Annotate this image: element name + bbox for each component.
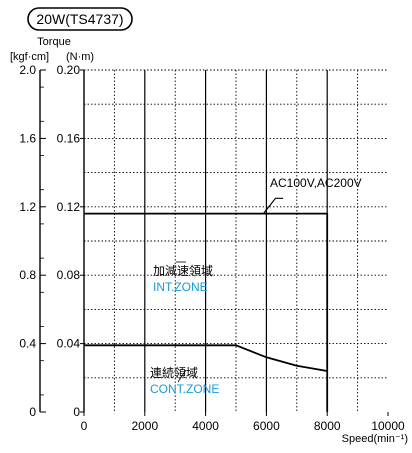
y-tick-label-nm: 0.08 [57, 268, 81, 282]
x-tick-label: 0 [81, 419, 88, 433]
supply-voltage-label: AC100V,AC200V [270, 176, 362, 190]
x-tick-label: 4000 [192, 419, 219, 433]
supply-leader-line [262, 197, 284, 214]
axis-layer: 0 0.04 0.08 0.12 0.16 0.20 0 0.4 0.8 1.2 1.6 2.0 0 20… [19, 63, 405, 433]
y-axis-units-left: [kgf·cm] [10, 51, 49, 63]
y-tick-label-kgfcm: 2.0 [19, 63, 36, 77]
y-tick-label-kgfcm: 0.8 [19, 268, 36, 282]
y-tick-label-kgfcm: 0 [29, 405, 36, 419]
cont-zone-label-jp: 連続領域 [150, 365, 198, 380]
y-tick-label-kgfcm: 0.4 [19, 337, 36, 351]
x-axis-title: Speed(min⁻¹) [342, 433, 408, 445]
series-layer [84, 197, 329, 412]
cont-zone-curve [84, 344, 328, 372]
y-tick-label-kgfcm: 1.6 [19, 131, 36, 145]
y-tick-label-kgfcm: 1.2 [19, 200, 36, 214]
int-zone-curve [84, 212, 329, 412]
grid-layer [84, 69, 388, 412]
y-axis-title: Torque [37, 36, 71, 48]
title-badge [27, 7, 133, 31]
int-zone-label-jp: 加減速領域 [153, 263, 213, 278]
x-tick-label: 2000 [131, 419, 158, 433]
y-tick-label-nm: 0.20 [57, 63, 81, 77]
cont-zone-label-en: CONT.ZONE [150, 382, 219, 396]
cont-zone-leader [177, 369, 187, 383]
chart-title: 20W(TS4737) [36, 11, 123, 27]
y-axis-units-right: (N·m) [66, 51, 94, 63]
y-tick-label-nm: 0.16 [57, 131, 81, 145]
x-tick-label: 6000 [253, 419, 280, 433]
y-tick-label-nm: 0.04 [57, 337, 81, 351]
int-zone-label-en: INT.ZONE [153, 280, 208, 294]
y-tick-label-nm: 0 [73, 405, 80, 419]
x-tick-label: 10000 [371, 419, 405, 433]
y-tick-label-nm: 0.12 [57, 200, 81, 214]
x-tick-label: 8000 [314, 419, 341, 433]
